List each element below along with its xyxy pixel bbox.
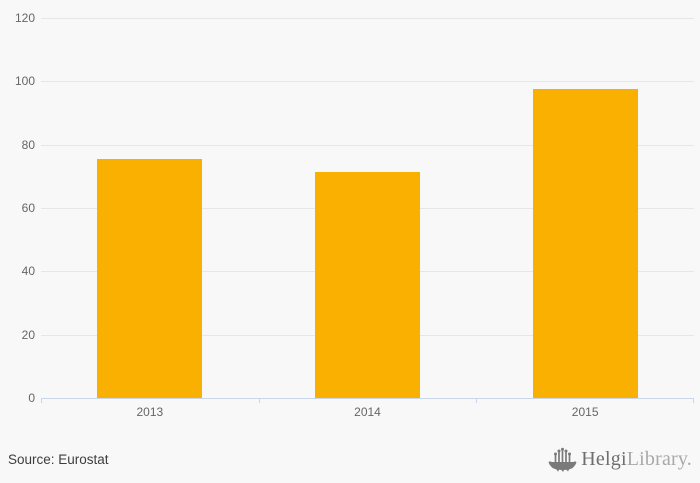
logo-wordmark: HelgiLibrary. (581, 448, 692, 471)
y-axis-label: 80 (21, 137, 35, 152)
gridline-120 (41, 18, 694, 19)
logo-text-primary: Helgi (581, 447, 627, 470)
x-axis-label: 2015 (571, 405, 599, 419)
y-axis-label: 20 (21, 327, 35, 342)
y-axis-label: 0 (28, 391, 35, 405)
x-axis-line (41, 398, 694, 399)
x-axis-tick (258, 398, 260, 403)
x-axis-tick (41, 398, 42, 403)
helgi-library-logo: HelgiLibrary. (547, 445, 692, 474)
logo-text-secondary: Library. (626, 447, 692, 470)
y-axis-label: 60 (21, 201, 35, 215)
source-label: Source: Eurostat (8, 451, 109, 467)
bar-2015 (532, 89, 638, 398)
bar-chart: 0 20 40 60 80 100 120 2013 2014 2015 (15, 11, 694, 419)
chart-footer: Source: Eurostat (0, 441, 700, 483)
plot-area: 0 20 40 60 80 100 120 2013 2014 2015 (15, 11, 694, 419)
gridline-100 (41, 81, 694, 83)
y-axis-label: 40 (21, 264, 35, 279)
y-axis-label: 120 (14, 11, 35, 25)
viking-ship-icon (547, 447, 577, 474)
gridline-80 (41, 144, 694, 146)
x-axis-label: 2013 (136, 405, 164, 419)
bar-2014 (315, 172, 420, 398)
y-axis-label: 100 (14, 74, 35, 89)
x-axis-tick (693, 398, 694, 403)
x-axis-tick (476, 398, 478, 403)
bar-2013 (97, 159, 203, 398)
x-axis-label: 2014 (354, 405, 381, 419)
